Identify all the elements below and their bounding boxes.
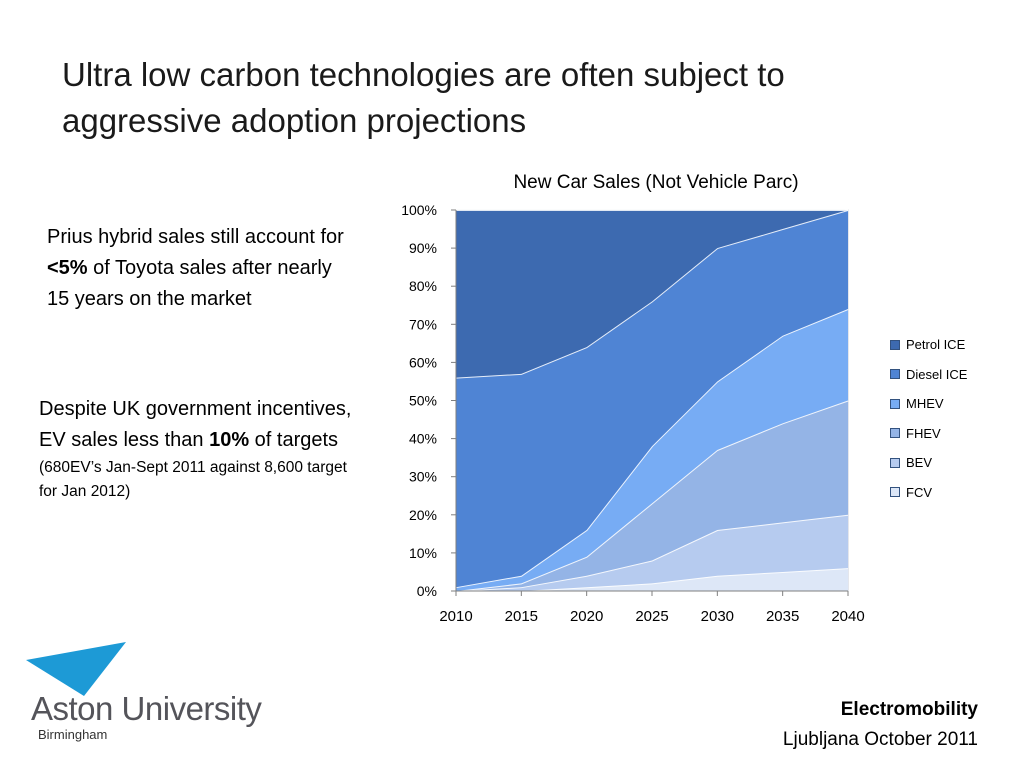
ev-note-text: Despite UK government incentives, EV sal… xyxy=(39,398,352,451)
y-tick-label: 0% xyxy=(417,583,437,599)
legend-swatch xyxy=(890,457,900,468)
x-tick-label: 2030 xyxy=(701,608,734,625)
legend-label: Petrol ICE xyxy=(906,337,966,353)
ev-note-tail: of targets xyxy=(249,429,339,451)
y-tick-label: 80% xyxy=(409,278,437,294)
legend-swatch xyxy=(890,428,900,439)
y-tick-label: 20% xyxy=(409,507,437,523)
ev-note-bold: 10% xyxy=(209,429,250,451)
legend-label: BEV xyxy=(906,455,933,471)
footer-place: Ljubljana October 2011 xyxy=(782,729,978,750)
area-petrol-ice xyxy=(456,210,848,378)
legend-label: Diesel ICE xyxy=(906,366,968,382)
area-fhev xyxy=(456,400,848,591)
area-chart: New Car Sales (Not Vehicle Parc) 0% 10% 20%… xyxy=(401,172,865,625)
y-tick-label: 10% xyxy=(409,545,437,561)
ev-note: Despite UK government incentives, EV sal… xyxy=(39,394,359,504)
prius-note-bold: <5% xyxy=(47,257,88,279)
y-tick-label: 100% xyxy=(401,202,437,218)
x-tick-label: 2015 xyxy=(505,608,538,625)
x-tick-label: 2010 xyxy=(439,608,472,625)
legend-item: FCV xyxy=(890,478,967,508)
y-tick-label: 50% xyxy=(409,393,437,409)
prius-note: Prius hybrid sales still account for <5%… xyxy=(47,222,347,315)
y-tick-label: 40% xyxy=(409,431,437,447)
ev-note-detail: (680EV’s Jan-Sept 2011 against 8,600 tar… xyxy=(39,459,347,500)
prius-note-tail: of Toyota sales after nearly 15 years on… xyxy=(47,257,332,310)
y-tick-label: 30% xyxy=(409,469,437,485)
footer-event: Electromobility xyxy=(840,699,978,720)
y-tick-label: 90% xyxy=(409,240,437,256)
legend-swatch xyxy=(890,487,900,498)
prius-note-text: Prius hybrid sales still account for xyxy=(47,226,344,248)
x-tick-label: 2025 xyxy=(635,608,668,625)
area-diesel-ice xyxy=(456,210,848,588)
legend-swatch xyxy=(890,339,900,350)
logo-name: Aston University xyxy=(31,690,262,727)
legend-item: Diesel ICE xyxy=(890,360,967,390)
legend-item: Petrol ICE xyxy=(890,330,967,360)
chart-title: New Car Sales (Not Vehicle Parc) xyxy=(513,172,798,193)
aston-logo-icon xyxy=(26,642,126,696)
logo-subtitle: Birmingham xyxy=(38,727,108,742)
slide-title: Ultra low carbon technologies are often … xyxy=(62,56,785,139)
legend-swatch xyxy=(890,369,900,380)
x-tick-label: 2020 xyxy=(570,608,603,625)
area-bev xyxy=(456,514,848,591)
legend-swatch xyxy=(890,398,900,409)
legend-label: FCV xyxy=(906,484,932,500)
legend-item: BEV xyxy=(890,448,967,478)
legend-item: FHEV xyxy=(890,419,967,449)
area-fcv xyxy=(456,568,848,591)
chart-legend: Petrol ICE Diesel ICE MHEV FHEV BEV FCV xyxy=(890,330,967,507)
legend-label: MHEV xyxy=(906,396,944,412)
y-tick-label: 60% xyxy=(409,354,437,370)
x-tick-label: 2040 xyxy=(831,608,864,625)
x-tick-label: 2035 xyxy=(766,608,799,625)
legend-item: MHEV xyxy=(890,389,967,419)
legend-label: FHEV xyxy=(906,425,941,441)
y-tick-label: 70% xyxy=(409,316,437,332)
area-mhev xyxy=(456,309,848,591)
